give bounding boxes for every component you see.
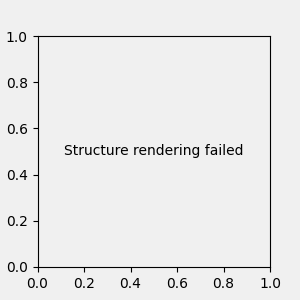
Text: Structure rendering failed: Structure rendering failed bbox=[64, 145, 244, 158]
